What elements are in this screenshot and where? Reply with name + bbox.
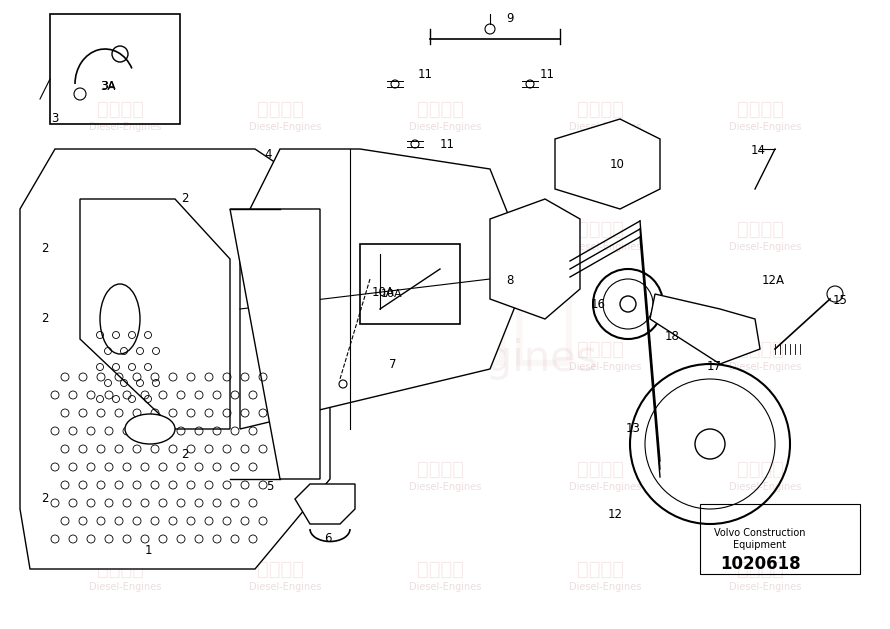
Text: 3A: 3A [101,79,116,92]
Text: Diesel-Engines: Diesel-Engines [89,362,161,372]
Polygon shape [650,294,760,364]
Text: 紫发动力: 紫发动力 [312,262,578,369]
Text: 6: 6 [324,533,332,545]
Text: 紫发动力: 紫发动力 [577,99,624,118]
Text: Volvo Construction
Equipment: Volvo Construction Equipment [715,528,805,550]
Text: Diesel-Engines: Diesel-Engines [729,482,801,492]
Text: 紫发动力: 紫发动力 [256,340,303,359]
Text: 14: 14 [750,145,765,157]
Text: 紫发动力: 紫发动力 [417,99,464,118]
Text: Diesel-Engines: Diesel-Engines [89,242,161,252]
Text: 紫发动力: 紫发动力 [417,460,464,479]
Polygon shape [295,484,355,524]
Text: Diesel-Engines: Diesel-Engines [249,582,321,592]
Text: 紫发动力: 紫发动力 [96,220,143,238]
Text: 紫发动力: 紫发动力 [737,560,783,579]
Text: Diesel-Engines: Diesel-Engines [409,242,481,252]
Text: 10A: 10A [371,286,394,299]
Polygon shape [490,199,580,319]
Polygon shape [230,209,320,479]
Bar [50,14,180,124]
Text: 紫发动力: 紫发动力 [417,220,464,238]
Text: 2: 2 [182,447,189,460]
Text: Diesel-Engines: Diesel-Engines [89,482,161,492]
Text: 紫发动力: 紫发动力 [737,220,783,238]
Text: 紫发动力: 紫发动力 [256,220,303,238]
Bar [360,244,460,324]
Polygon shape [20,149,330,569]
Text: 紫发动力: 紫发动力 [256,560,303,579]
Text: Diesel-Engines: Diesel-Engines [409,362,481,372]
Text: 紫发动力: 紫发动力 [96,560,143,579]
Text: 2: 2 [41,493,49,506]
Ellipse shape [125,414,175,444]
Text: 15: 15 [832,294,847,308]
Text: Diesel-Engines: Diesel-Engines [409,482,481,492]
Text: 2: 2 [41,243,49,255]
Text: 1020618: 1020618 [720,555,800,573]
Text: 12: 12 [608,508,622,521]
Text: 紫发动力: 紫发动力 [96,99,143,118]
Text: 3A: 3A [101,81,116,91]
Text: 紫发动力: 紫发动力 [256,460,303,479]
Text: Diesel-Engines: Diesel-Engines [249,122,321,132]
Text: 紫发动力: 紫发动力 [737,340,783,359]
Text: 17: 17 [707,360,722,374]
Text: Diesel-Engines: Diesel-Engines [249,242,321,252]
Ellipse shape [100,284,140,354]
Text: 10A: 10A [381,289,403,299]
Text: 紫发动力: 紫发动力 [577,340,624,359]
Text: 2: 2 [182,192,189,206]
Polygon shape [80,199,230,429]
Text: 紫发动力: 紫发动力 [96,340,143,359]
Text: 紫发动力: 紫发动力 [737,460,783,479]
Text: 5: 5 [266,479,274,493]
Text: 18: 18 [665,330,679,343]
Text: 紫发动力: 紫发动力 [577,460,624,479]
Text: 3: 3 [52,113,59,126]
Polygon shape [555,119,660,209]
Text: Diesel-Engines: Diesel-Engines [569,362,641,372]
Text: Diesel-Engines: Diesel-Engines [569,482,641,492]
Text: Diesel-Engines: Diesel-Engines [569,242,641,252]
Text: 紫发动力: 紫发动力 [577,220,624,238]
Text: 10: 10 [610,157,625,170]
Text: Diesel-Engines: Diesel-Engines [291,338,599,380]
Text: Diesel-Engines: Diesel-Engines [89,122,161,132]
Text: 紫发动力: 紫发动力 [256,99,303,118]
Text: 16: 16 [590,298,605,311]
Text: 7: 7 [389,357,397,370]
Text: Diesel-Engines: Diesel-Engines [729,362,801,372]
Text: 11: 11 [440,138,455,150]
Text: Diesel-Engines: Diesel-Engines [729,582,801,592]
Text: Diesel-Engines: Diesel-Engines [89,582,161,592]
Text: 9: 9 [506,13,514,26]
Text: Diesel-Engines: Diesel-Engines [409,582,481,592]
Text: 13: 13 [626,423,641,435]
Polygon shape [240,149,530,429]
Text: Diesel-Engines: Diesel-Engines [409,122,481,132]
Text: 1: 1 [144,545,152,557]
Text: Diesel-Engines: Diesel-Engines [729,242,801,252]
Bar [700,504,860,574]
Text: Diesel-Engines: Diesel-Engines [569,582,641,592]
Text: Diesel-Engines: Diesel-Engines [569,122,641,132]
Text: 紫发动力: 紫发动力 [737,99,783,118]
Text: 8: 8 [506,274,514,287]
Text: 2: 2 [41,313,49,325]
Text: Diesel-Engines: Diesel-Engines [249,482,321,492]
Text: 紫发动力: 紫发动力 [577,560,624,579]
Text: Diesel-Engines: Diesel-Engines [249,362,321,372]
Text: Diesel-Engines: Diesel-Engines [729,122,801,132]
Text: 紫发动力: 紫发动力 [417,340,464,359]
Text: 4: 4 [264,147,271,160]
Text: 11: 11 [417,67,433,81]
Text: 紫发动力: 紫发动力 [417,560,464,579]
Text: 12A: 12A [762,274,784,287]
Text: 11: 11 [539,67,554,81]
Text: 紫发动力: 紫发动力 [96,460,143,479]
